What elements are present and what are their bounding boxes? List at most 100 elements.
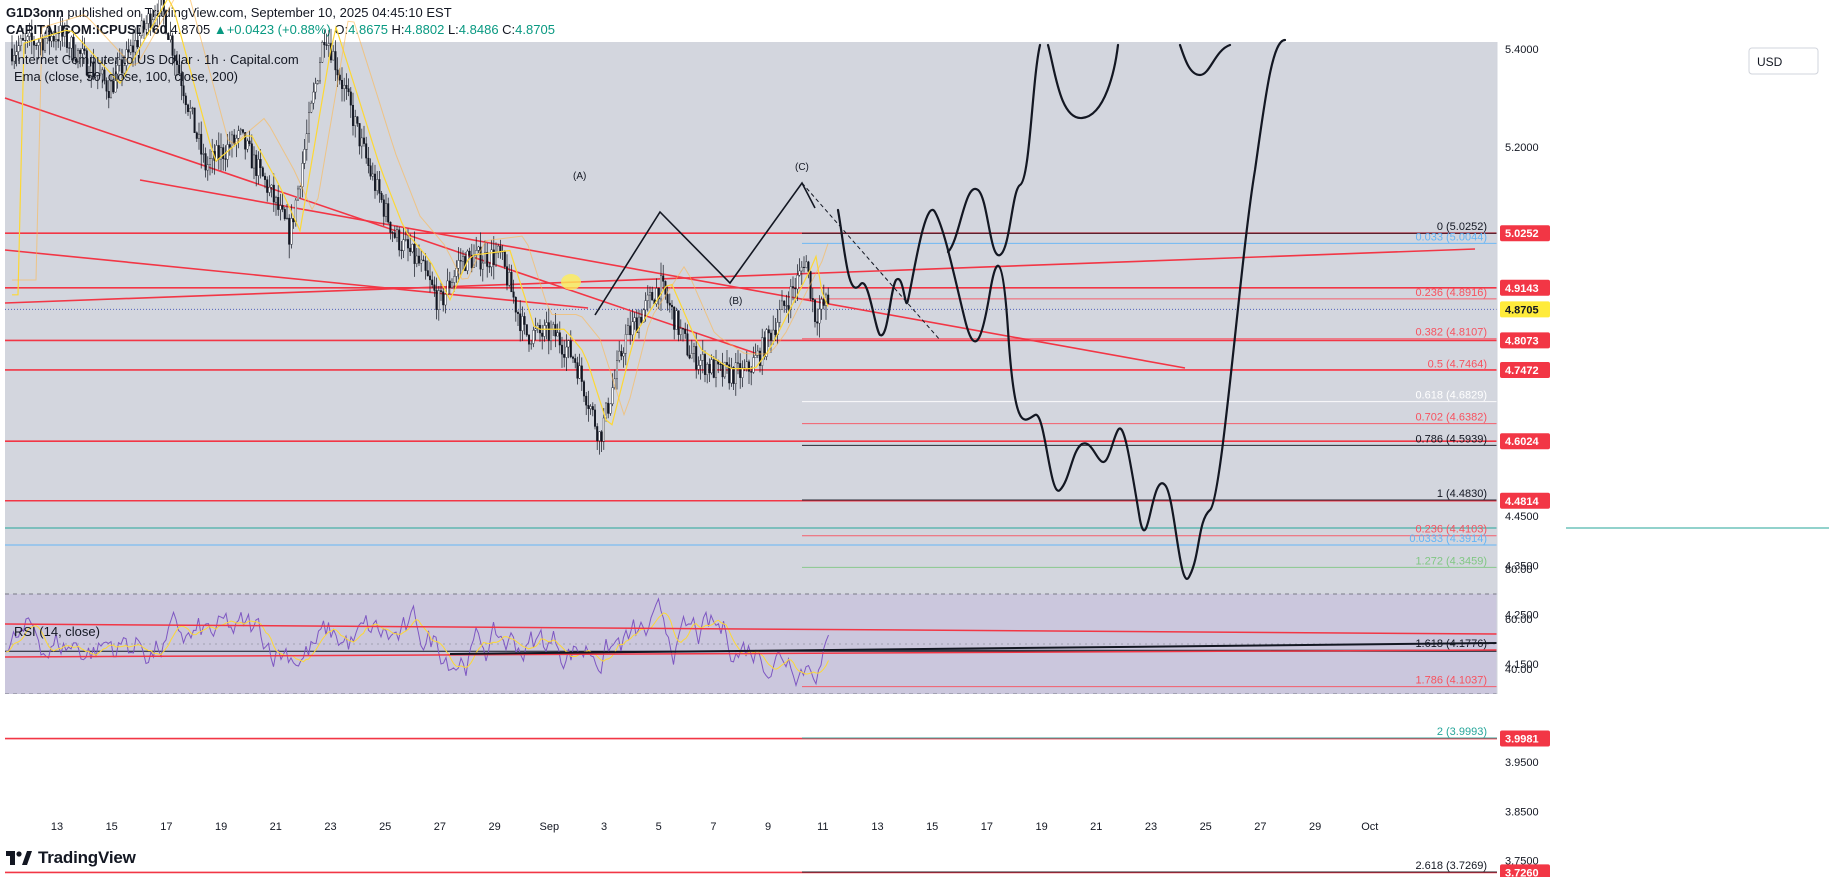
- candle-body: [655, 288, 658, 305]
- candle-body: [741, 367, 744, 378]
- time-tick-label: 15: [926, 821, 938, 833]
- candle-body: [323, 42, 326, 46]
- trendline[interactable]: [139, 179, 1186, 369]
- price-pane[interactable]: [5, 42, 1497, 528]
- candle-body: [83, 48, 86, 51]
- candle-body: [490, 249, 493, 268]
- candle-body: [35, 44, 38, 46]
- candle-body: [68, 47, 71, 49]
- price-tag[interactable]: [1500, 225, 1550, 242]
- price-tag[interactable]: [1500, 433, 1550, 450]
- candle-body: [818, 308, 821, 324]
- candle-body: [706, 363, 709, 375]
- candle-body: [90, 61, 93, 78]
- candle-body: [422, 259, 425, 262]
- candle-body: [492, 249, 495, 265]
- rsi-pane[interactable]: [5, 528, 1497, 694]
- candle-body: [103, 69, 106, 81]
- candle-body: [611, 387, 614, 405]
- candle-body: [336, 69, 339, 76]
- candle-body: [415, 255, 418, 264]
- candle-body: [358, 123, 361, 147]
- candle-body: [17, 45, 20, 52]
- candle-body: [719, 363, 722, 365]
- trendline[interactable]: [4, 248, 1476, 304]
- candle-body: [576, 362, 579, 379]
- candle-body: [204, 153, 207, 171]
- chart-title: Internet Computer to US Dollar · 1h · Ca…: [14, 52, 299, 67]
- candle-body: [578, 365, 581, 379]
- trendline[interactable]: [4, 97, 756, 354]
- candle-body: [352, 104, 355, 126]
- candle-body: [26, 36, 29, 41]
- candle-body: [451, 282, 454, 288]
- candle-body: [682, 328, 685, 330]
- candle-body: [519, 313, 522, 332]
- candle-body: [316, 80, 319, 84]
- candle-body: [563, 354, 566, 358]
- candle-body: [499, 245, 502, 253]
- price-tag[interactable]: [1500, 301, 1550, 318]
- candle-body: [321, 42, 324, 63]
- candle-body: [241, 129, 244, 133]
- price-tag[interactable]: [1500, 361, 1550, 378]
- candle-body: [512, 291, 515, 298]
- fib-level-label: 0.236 (4.8916): [1415, 287, 1487, 299]
- price-tag[interactable]: [1500, 730, 1550, 747]
- candle-body: [237, 130, 240, 139]
- candle-body: [734, 362, 737, 384]
- rsi-trendline-upper[interactable]: [4, 623, 1498, 635]
- candle-body: [255, 154, 258, 176]
- projection-path-upper[interactable]: [946, 43, 1232, 257]
- candle-body: [431, 279, 434, 286]
- candle-body: [341, 80, 344, 89]
- candle-body: [510, 272, 513, 293]
- candle-body: [109, 80, 112, 99]
- time-tick-label: 21: [270, 821, 282, 833]
- candle-body: [671, 304, 674, 308]
- price-tag[interactable]: [1500, 864, 1550, 877]
- price-tag[interactable]: [1500, 332, 1550, 349]
- candle-body: [774, 329, 777, 336]
- candle-body: [638, 316, 641, 333]
- candle-body: [297, 188, 300, 201]
- candle-body: [754, 355, 757, 358]
- candle-body: [486, 251, 489, 267]
- candle-body: [609, 403, 612, 414]
- candle-body: [748, 361, 751, 372]
- candle-body: [206, 164, 209, 171]
- candle-body: [129, 45, 132, 53]
- candle-body: [131, 45, 134, 53]
- wave-abc-line[interactable]: [594, 181, 816, 316]
- currency-button[interactable]: USD: [1748, 47, 1819, 75]
- candle-body: [46, 27, 49, 39]
- candle-body: [283, 209, 286, 220]
- candle-body: [574, 358, 577, 363]
- price-tag-label: 4.8705: [1505, 304, 1539, 316]
- candle-body: [721, 364, 724, 378]
- candle-body: [48, 27, 51, 42]
- candle-body: [299, 186, 302, 190]
- projection-path[interactable]: [836, 38, 1287, 580]
- rsi-trendline-lower[interactable]: [4, 649, 1498, 658]
- price-tag[interactable]: [1500, 492, 1550, 509]
- trendline[interactable]: [4, 249, 589, 309]
- time-axis[interactable]: [0, 694, 1829, 724]
- candle-body: [248, 140, 251, 144]
- publisher-name[interactable]: G1D3onn: [6, 5, 64, 20]
- time-tick-label: Oct: [1361, 821, 1378, 833]
- candle-body: [402, 239, 405, 251]
- fib-level-label: 0.618 (4.6829): [1415, 390, 1487, 402]
- candle-body: [532, 330, 535, 344]
- price-tick-label: 3.9500: [1505, 757, 1539, 769]
- time-tick-label: 27: [1254, 821, 1266, 833]
- candle-body: [391, 232, 394, 234]
- candle-body: [288, 217, 291, 245]
- candle-body: [767, 329, 770, 334]
- candle-body: [565, 346, 568, 358]
- tradingview-footer[interactable]: TradingView: [6, 846, 136, 870]
- price-tag[interactable]: [1500, 279, 1550, 296]
- rsi-trendline-black[interactable]: [449, 642, 1498, 655]
- time-tick-label: 13: [51, 821, 63, 833]
